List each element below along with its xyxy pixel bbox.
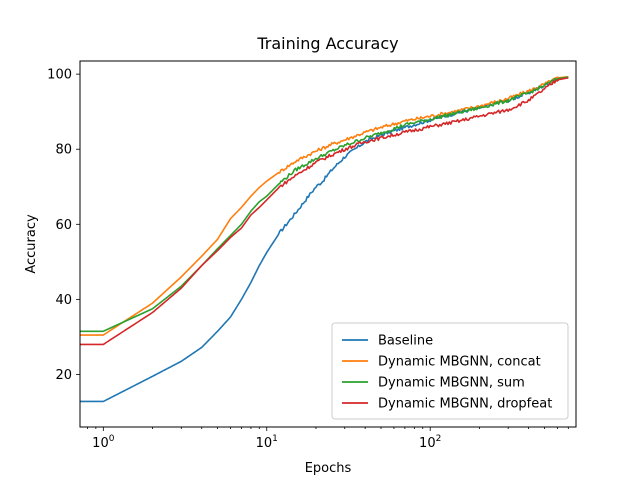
series-line-4	[80, 77, 569, 346]
y-tick-label: 20	[55, 368, 72, 383]
x-tick-label: 102	[419, 434, 441, 451]
y-tick-label: 60	[55, 218, 72, 233]
series-group	[80, 75, 569, 403]
plot-frame	[79, 60, 577, 428]
y-tick-label: 100	[47, 68, 72, 83]
legend-label: Dynamic MBGNN, sum	[378, 376, 525, 391]
legend-label: Baseline	[378, 334, 433, 349]
legend-box	[331, 322, 569, 420]
y-axis-ticks: 20 40 60 80 100	[47, 68, 80, 383]
y-tick-label: 40	[55, 293, 72, 308]
x-axis-label: Epochs	[305, 461, 352, 476]
series-line-3	[80, 76, 569, 333]
x-tick-label: 100	[92, 434, 115, 451]
plot-area	[79, 60, 577, 428]
legend-label: Dynamic MBGNN, dropfeat	[378, 397, 552, 412]
y-tick-label: 80	[55, 143, 72, 158]
legend: Baseline Dynamic MBGNN, concat Dynamic MBG…	[331, 322, 569, 420]
y-axis-label: Accuracy	[24, 214, 39, 274]
chart-title: Training Accuracy	[256, 34, 398, 53]
legend-label: Dynamic MBGNN, concat	[378, 355, 541, 370]
series-line-2	[80, 75, 569, 336]
x-tick-label: 101	[256, 434, 278, 451]
x-axis-ticks: 100 101 102	[87, 427, 569, 451]
